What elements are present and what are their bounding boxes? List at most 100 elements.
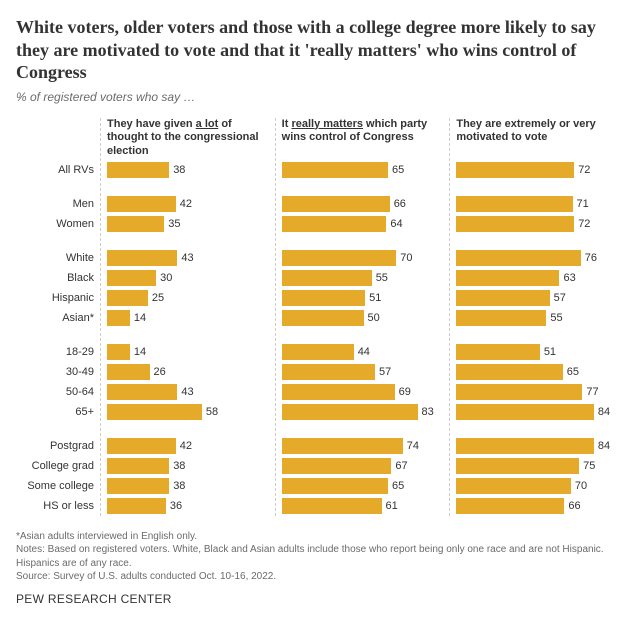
bar-row: 75 [456, 456, 620, 476]
bar [282, 162, 388, 178]
row-label: 65+ [16, 406, 100, 418]
bar [107, 478, 169, 494]
bar-value: 84 [594, 404, 610, 420]
row-label: Men [16, 198, 100, 210]
bar-value: 44 [354, 344, 370, 360]
bar-value: 14 [130, 344, 146, 360]
row-label: Postgrad [16, 440, 100, 452]
panel-header: They have given a lot of thought to the … [107, 118, 271, 160]
bar-row: 43 [107, 248, 271, 268]
bar-value: 38 [169, 458, 185, 474]
bar [456, 478, 571, 494]
row-label: 30-49 [16, 366, 100, 378]
bar [456, 404, 593, 420]
bar [107, 216, 164, 232]
bar-row: 36 [107, 496, 271, 516]
bar-row: 30 [107, 268, 271, 288]
bar [456, 498, 564, 514]
bar-row: 65 [282, 476, 446, 496]
bar-row: 77 [456, 382, 620, 402]
bar-value: 66 [390, 196, 406, 212]
bar-row: 51 [456, 342, 620, 362]
bar-row: 38 [107, 160, 271, 180]
bar [456, 162, 574, 178]
bar-value: 14 [130, 310, 146, 326]
bar-value: 72 [574, 216, 590, 232]
row-label: HS or less [16, 500, 100, 512]
bar [107, 498, 166, 514]
bar-row: 72 [456, 214, 620, 234]
bar-value: 43 [177, 250, 193, 266]
bar [456, 196, 572, 212]
bar [456, 310, 546, 326]
bar [107, 196, 176, 212]
note-line: Notes: Based on registered voters. White… [16, 543, 624, 570]
bar [282, 290, 365, 306]
bar-value: 72 [574, 162, 590, 178]
bar-value: 65 [388, 478, 404, 494]
bar-row: 65 [456, 362, 620, 382]
bar-row: 70 [282, 248, 446, 268]
bar [282, 364, 375, 380]
bar-value: 38 [169, 162, 185, 178]
bar-row: 76 [456, 248, 620, 268]
panel-matters: It really matters which party wins contr… [275, 118, 450, 516]
bar [282, 310, 364, 326]
bar [107, 270, 156, 286]
bar-value: 83 [418, 404, 434, 420]
bar-value: 42 [176, 438, 192, 454]
bar [456, 250, 580, 266]
bar [456, 364, 562, 380]
row-label: Hispanic [16, 292, 100, 304]
bar-value: 70 [396, 250, 412, 266]
bar-value: 67 [391, 458, 407, 474]
row-label: Some college [16, 480, 100, 492]
bar-value: 75 [579, 458, 595, 474]
bar-row: 63 [456, 268, 620, 288]
bar-row: 14 [107, 308, 271, 328]
bar-row: 42 [107, 194, 271, 214]
bar-value: 64 [386, 216, 402, 232]
bar [107, 344, 130, 360]
panel-header: They are extremely or very motivated to … [456, 118, 620, 160]
bar-value: 66 [564, 498, 580, 514]
bar [107, 290, 148, 306]
bar-row: 74 [282, 436, 446, 456]
bar-row: 51 [282, 288, 446, 308]
bar [456, 438, 593, 454]
note-line: Source: Survey of U.S. adults conducted … [16, 570, 624, 584]
bar-row: 55 [456, 308, 620, 328]
bar-row: 43 [107, 382, 271, 402]
row-label: Women [16, 218, 100, 230]
bar-row: 66 [282, 194, 446, 214]
bar [282, 196, 390, 212]
bar [282, 384, 395, 400]
bar-value: 38 [169, 478, 185, 494]
bar-value: 63 [559, 270, 575, 286]
bar-row: 42 [107, 436, 271, 456]
bar [456, 270, 559, 286]
bar-row: 84 [456, 436, 620, 456]
chart-footer: PEW RESEARCH CENTER [16, 592, 624, 606]
bar-value: 84 [594, 438, 610, 454]
bar-row: 26 [107, 362, 271, 382]
bar-row: 35 [107, 214, 271, 234]
bar [282, 344, 354, 360]
bar-value: 51 [540, 344, 556, 360]
bar-value: 26 [150, 364, 166, 380]
bar-row: 70 [456, 476, 620, 496]
bar-value: 77 [582, 384, 598, 400]
bar [456, 216, 574, 232]
bar [107, 162, 169, 178]
bar-value: 70 [571, 478, 587, 494]
bar [107, 458, 169, 474]
bar-value: 25 [148, 290, 164, 306]
bar [282, 404, 418, 420]
bar [456, 344, 539, 360]
bar-value: 35 [164, 216, 180, 232]
bar [282, 270, 372, 286]
bar-value: 76 [581, 250, 597, 266]
bar [282, 438, 403, 454]
bar-row: 44 [282, 342, 446, 362]
bar [107, 384, 177, 400]
